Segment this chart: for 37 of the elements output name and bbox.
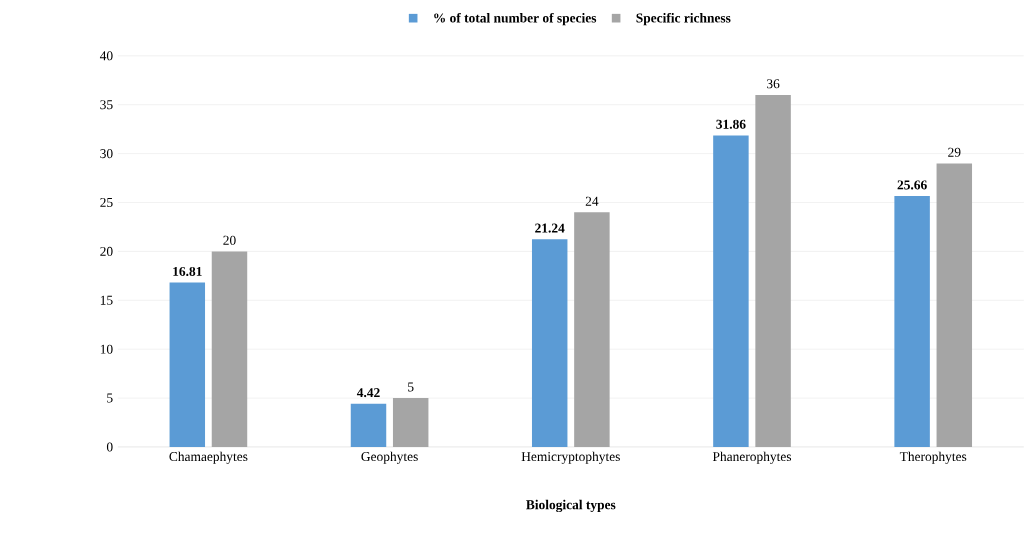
x-tick-label: Geophytes <box>361 451 418 464</box>
x-tick-label: Therophytes <box>899 451 967 464</box>
y-tick-label: 35 <box>100 100 113 110</box>
bar <box>350 403 387 447</box>
y-tick-label: 20 <box>100 246 113 256</box>
legend-label: Specific richness <box>636 12 731 26</box>
data-label: 25.66 <box>897 180 927 190</box>
y-tick-label: 5 <box>107 393 113 403</box>
bar <box>211 251 248 447</box>
data-label: 5 <box>408 382 414 392</box>
x-axis-title: Biological types <box>526 499 616 513</box>
y-tick-label: 10 <box>100 344 113 354</box>
data-label: 4.42 <box>356 388 380 398</box>
x-tick-label: Phanerophytes <box>712 451 792 464</box>
bar <box>936 163 973 447</box>
bar <box>574 212 610 447</box>
y-tick-label: 40 <box>99 51 113 61</box>
bar <box>531 239 568 447</box>
x-tick-label: Chamaephytes <box>169 451 248 464</box>
x-tick-label: Hemicryptophytes <box>521 451 620 464</box>
bar <box>713 135 749 447</box>
y-tick-label: 0 <box>106 442 113 452</box>
bar <box>755 94 791 447</box>
data-label: 20 <box>223 235 236 245</box>
y-tick-label: 30 <box>100 149 113 159</box>
data-label: 16.81 <box>173 266 202 277</box>
bar <box>169 282 206 447</box>
data-label: 29 <box>948 147 961 157</box>
data-label: 21.24 <box>535 223 565 233</box>
data-label: 24 <box>585 196 599 206</box>
bar <box>392 398 429 447</box>
y-tick-label: 25 <box>100 197 113 208</box>
bar <box>894 196 930 447</box>
y-tick-label: 15 <box>100 295 113 305</box>
legend-label: % of total number of species <box>434 12 597 26</box>
data-label: 31.86 <box>716 119 746 129</box>
data-label: 36 <box>767 79 780 89</box>
